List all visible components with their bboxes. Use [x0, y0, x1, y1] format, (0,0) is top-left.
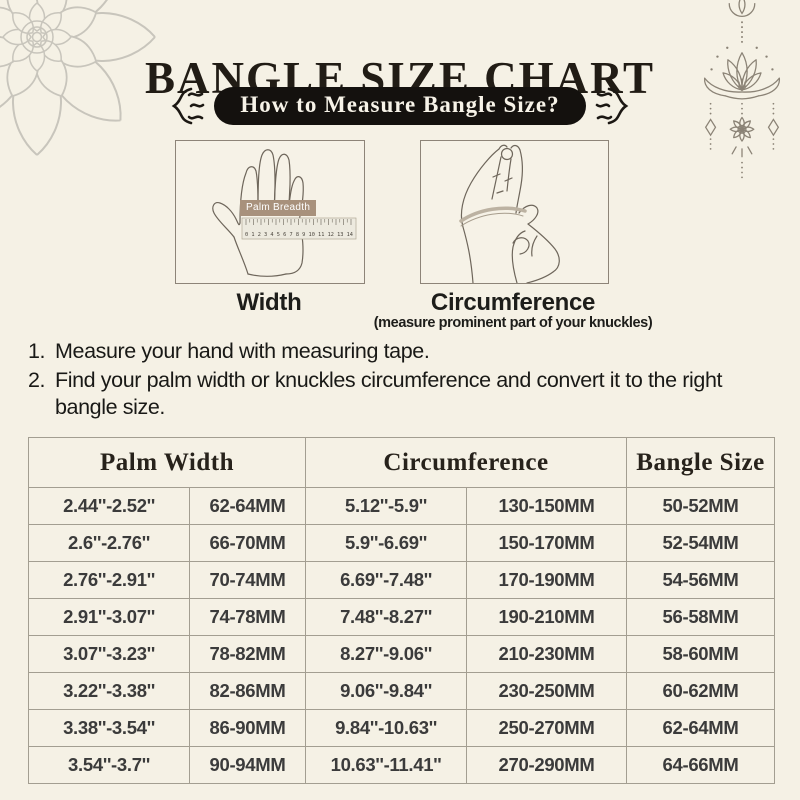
flourish-right-icon: [595, 87, 628, 125]
circumference-caption: Circumference: [430, 289, 596, 316]
cell: 62-64MM: [189, 487, 306, 525]
cell: 230-250MM: [465, 672, 628, 710]
cell: 3.54''-3.7'': [28, 746, 190, 784]
cell: 50-52MM: [626, 487, 776, 525]
cell: 86-90MM: [189, 709, 306, 747]
mandala-decoration-icon: [0, 0, 156, 156]
cell: 54-56MM: [626, 561, 776, 599]
step-1-number: 1.: [28, 339, 46, 363]
table-row: 2.44''-2.52'' 62-64MM 5.12''-5.9'' 130-1…: [28, 487, 776, 525]
cell: 6.69''-7.48'': [305, 561, 467, 599]
how-to-measure-banner: How to Measure Bangle Size?: [0, 84, 800, 128]
width-caption: Width: [236, 289, 302, 316]
cell: 250-270MM: [465, 709, 628, 747]
cell: 7.48''-8.27'': [305, 598, 467, 636]
cell: 10.63''-11.41'': [305, 746, 467, 784]
cell: 9.06''-9.84'': [305, 672, 467, 710]
cell: 8.27''-9.06'': [305, 635, 467, 673]
cell: 52-54MM: [626, 524, 776, 562]
cell: 62-64MM: [626, 709, 776, 747]
instructions-list: 1. Measure your hand with measuring tape…: [28, 338, 754, 423]
table-row: 2.6''-2.76'' 66-70MM 5.9''-6.69'' 150-17…: [28, 524, 776, 562]
cell: 3.07''-3.23'': [28, 635, 190, 673]
cell: 64-66MM: [626, 746, 776, 784]
table-row: 3.54''-3.7'' 90-94MM 10.63''-11.41'' 270…: [28, 746, 776, 784]
cell: 74-78MM: [189, 598, 306, 636]
cell: 2.44''-2.52'': [28, 487, 190, 525]
cell: 150-170MM: [465, 524, 628, 562]
header-palm-width: Palm Width: [28, 437, 306, 488]
table-row: 2.91''-3.07'' 74-78MM 7.48''-8.27'' 190-…: [28, 598, 776, 636]
palm-breadth-label: Palm Breadth: [240, 200, 317, 216]
header-circumference: Circumference: [304, 437, 628, 488]
cell: 82-86MM: [189, 672, 306, 710]
hand-width-illustration: 0 1 2 3 4 5 6 7 8 9 10 11 12 13 14: [212, 149, 357, 277]
cell: 5.9''-6.69'': [305, 524, 467, 562]
cell: 60-62MM: [626, 672, 776, 710]
cell: 70-74MM: [189, 561, 306, 599]
cell: 56-58MM: [626, 598, 776, 636]
how-to-measure-badge: How to Measure Bangle Size?: [214, 87, 586, 125]
table-row: 3.07''-3.23'' 78-82MM 8.27''-9.06'' 210-…: [28, 635, 776, 673]
cell: 130-150MM: [465, 487, 628, 525]
cell: 3.38''-3.54'': [28, 709, 190, 747]
cell: 270-290MM: [465, 746, 628, 784]
step-2-number: 2.: [28, 368, 46, 392]
header-bangle-size: Bangle Size: [626, 437, 776, 488]
cell: 2.91''-3.07'': [28, 598, 190, 636]
cell: 190-210MM: [465, 598, 628, 636]
cell: 78-82MM: [189, 635, 306, 673]
table-row: 3.38''-3.54'' 86-90MM 9.84''-10.63'' 250…: [28, 709, 776, 747]
cell: 2.6''-2.76'': [28, 524, 190, 562]
table-header-row: Palm Width Circumference Bangle Size: [28, 437, 776, 488]
bangle-size-table: Palm Width Circumference Bangle Size 2.4…: [28, 437, 776, 784]
cell: 170-190MM: [465, 561, 628, 599]
circumference-figure: [420, 140, 609, 284]
instruction-step-2: 2. Find your palm width or knuckles circ…: [28, 367, 754, 421]
hand-circumference-illustration: [459, 144, 560, 283]
ruler-numbers: 0 1 2 3 4 5 6 7 8 9 10 11 12 13 14: [245, 232, 353, 238]
cell: 9.84''-10.63'': [305, 709, 467, 747]
circumference-note: (measure prominent part of your knuckles…: [373, 315, 653, 331]
cell: 66-70MM: [189, 524, 306, 562]
cell: 210-230MM: [465, 635, 628, 673]
cell: 90-94MM: [189, 746, 306, 784]
step-1-text: Measure your hand with measuring tape.: [55, 339, 430, 363]
width-figure: 0 1 2 3 4 5 6 7 8 9 10 11 12 13 14 Palm …: [175, 140, 365, 284]
table-row: 3.22''-3.38'' 82-86MM 9.06''-9.84'' 230-…: [28, 672, 776, 710]
table-row: 2.76''-2.91'' 70-74MM 6.69''-7.48'' 170-…: [28, 561, 776, 599]
lotus-ornament-icon: [704, 0, 780, 179]
cell: 2.76''-2.91'': [28, 561, 190, 599]
cell: 5.12''-5.9'': [305, 487, 467, 525]
cell: 3.22''-3.38'': [28, 672, 190, 710]
instruction-step-1: 1. Measure your hand with measuring tape…: [28, 338, 754, 365]
step-2-text: Find your palm width or knuckles circumf…: [55, 368, 723, 419]
flourish-left-icon: [172, 87, 205, 125]
cell: 58-60MM: [626, 635, 776, 673]
